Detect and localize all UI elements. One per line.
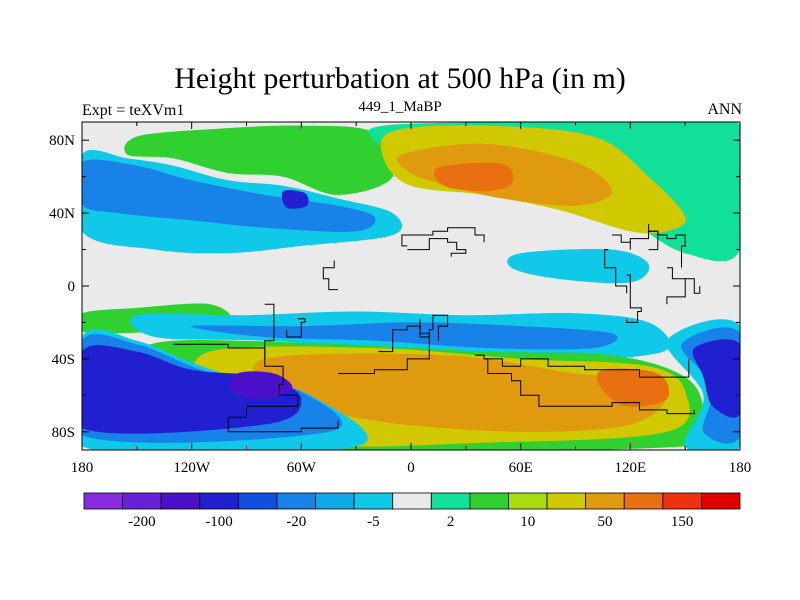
colorbar-swatch	[585, 492, 625, 510]
experiment-label: Expt = teXVm1	[82, 102, 185, 119]
coastline-segment	[484, 358, 695, 415]
season-label: ANN	[707, 101, 742, 118]
colorbar-swatch	[701, 492, 741, 510]
y-tick-label: 0	[68, 279, 76, 295]
x-tick-label: 60W	[287, 460, 317, 476]
x-tick-label: 180	[71, 460, 94, 476]
colorbar-swatch	[237, 492, 278, 510]
colorbar-label: 150	[671, 514, 694, 530]
colorbar-label: -100	[205, 514, 233, 530]
coastline-layer	[173, 224, 701, 433]
contour-region-0	[124, 125, 395, 195]
colorbar: -200 -100 -20 -5 2 10 50 150	[83, 492, 741, 530]
colorbar-swatch	[469, 492, 509, 510]
coastline-segment	[264, 303, 275, 359]
contour-fill-layer	[82, 122, 740, 450]
colorbar-label: 50	[597, 514, 612, 530]
x-tick-label: 120W	[173, 460, 211, 476]
colorbar-swatch	[276, 492, 316, 510]
colorbar-swatch	[315, 492, 355, 510]
contour-region-15	[596, 368, 670, 407]
colorbar-label: -5	[367, 514, 380, 530]
coastline-segment	[337, 318, 430, 374]
x-tick-label: 0	[407, 460, 415, 476]
colorbar-swatch	[83, 492, 123, 510]
colorbar-label: -200	[128, 514, 156, 530]
coastline-segment	[407, 238, 467, 257]
x-tick-label: 60E	[509, 460, 533, 476]
colorbar-swatch	[392, 492, 432, 510]
colorbar-swatch	[623, 492, 664, 510]
x-tick-label: 120E	[614, 460, 646, 476]
y-tick-label: 80N	[49, 133, 75, 149]
chart-title: Height perturbation at 500 hPa (in m)	[174, 62, 626, 95]
coastline-segment	[666, 267, 686, 305]
colorbar-label: 10	[520, 514, 535, 530]
contour-region-3	[281, 190, 309, 209]
y-tick-label: 40N	[49, 206, 75, 222]
coastline-segment	[286, 318, 306, 338]
colorbar-label: -20	[286, 514, 306, 530]
colorbar-swatch	[430, 492, 471, 510]
coastline-segment	[378, 314, 449, 353]
colorbar-swatch	[199, 492, 239, 510]
x-tick-label: 180	[729, 460, 752, 476]
coastline-segment	[475, 354, 690, 378]
colorbar-swatch	[160, 492, 201, 510]
coastline-segment	[648, 224, 659, 251]
colorbar-swatch	[662, 492, 702, 510]
axis-ticks: 180 120W 60W 0 60E 120E 180 80N 40N 0 40S 80S	[49, 122, 751, 476]
contour-region-7	[433, 162, 514, 192]
y-tick-label: 40S	[52, 352, 75, 368]
coastline-segment	[401, 227, 485, 247]
colorbar-swatch	[546, 492, 587, 510]
coastline-segment	[626, 274, 642, 323]
contour-region-11	[191, 322, 618, 350]
coastline-segment	[322, 260, 338, 291]
contour-region-2	[82, 159, 376, 232]
contour-region-19	[229, 371, 293, 400]
colorbar-swatch	[508, 492, 548, 510]
coastline-segment	[685, 278, 701, 294]
period-label: 449_1_MaBP	[358, 99, 442, 115]
coastline-segment	[604, 249, 628, 294]
contour-region-8	[507, 248, 650, 284]
colorbar-swatch	[122, 492, 162, 510]
contour-region-22	[692, 339, 740, 418]
y-tick-label: 80S	[52, 425, 75, 441]
colorbar-label: 2	[447, 514, 455, 530]
colorbar-swatch	[353, 492, 394, 510]
